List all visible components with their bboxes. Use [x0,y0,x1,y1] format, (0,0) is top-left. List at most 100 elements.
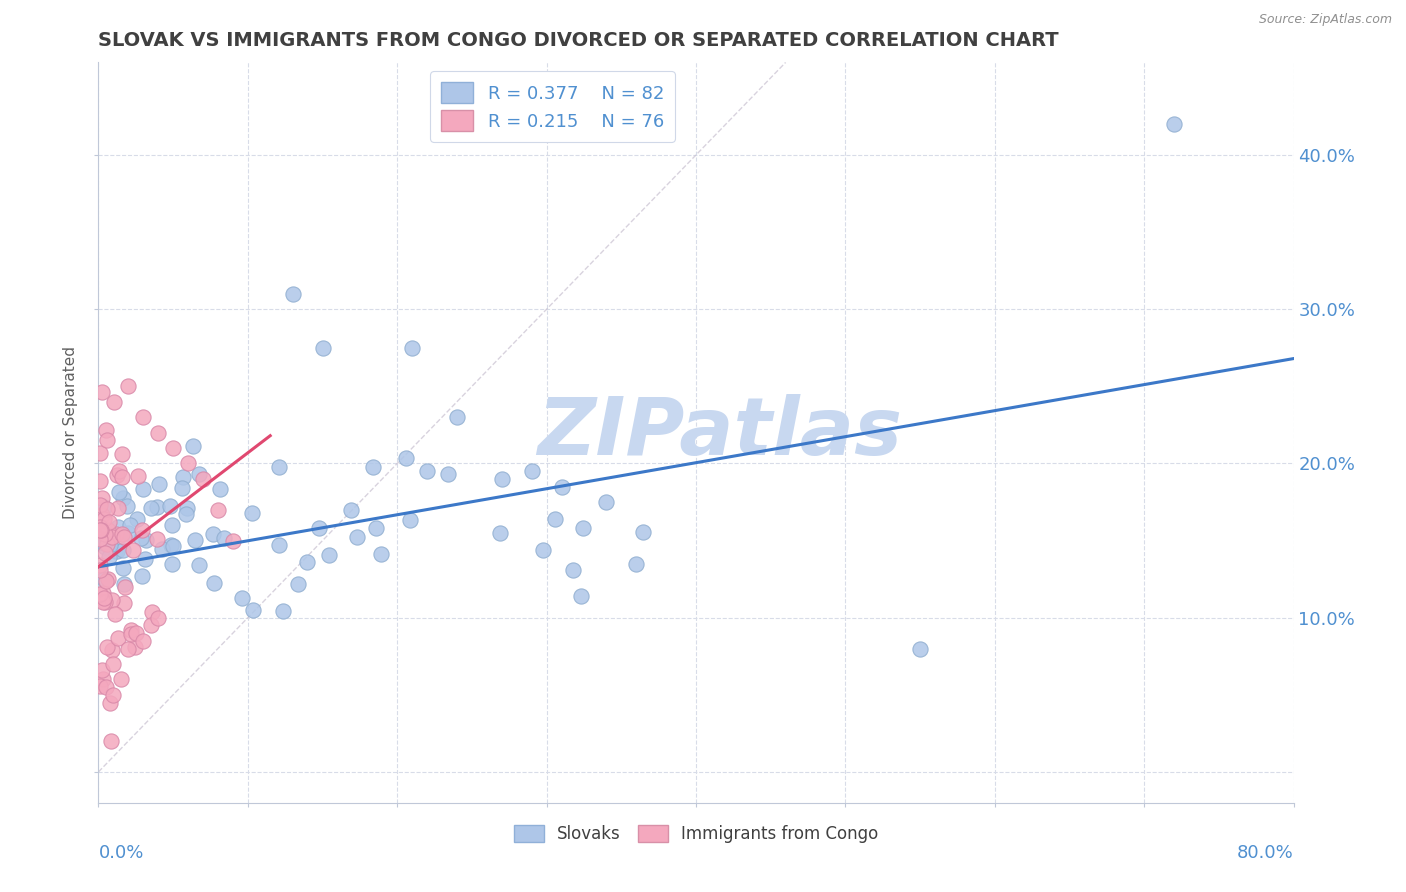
Point [159,499,181,513]
Point [90,385,112,400]
Point [1163,117,1185,131]
Point [550,480,572,494]
Point [112,491,135,506]
Point [96,434,118,448]
Point [176,500,198,515]
Point [416,464,439,478]
Point [101,643,124,657]
Point [222,533,245,548]
Point [111,543,134,558]
Point [162,539,184,553]
Point [127,512,149,526]
Point [91,508,114,522]
Point [340,503,363,517]
Point [90,491,112,505]
Point [100,530,122,544]
Point [177,457,200,471]
Point [118,518,141,533]
Point [162,441,184,455]
Point [209,482,232,496]
Point [103,395,125,409]
Point [117,526,139,541]
Point [626,558,648,572]
Point [93,500,115,515]
Point [214,531,236,545]
Point [93,594,115,608]
Point [207,502,229,516]
Point [105,467,128,482]
Point [104,526,127,541]
Point [89,498,111,512]
Point [145,500,167,515]
Point [89,523,111,537]
Point [89,679,111,693]
Text: 80.0%: 80.0% [1237,844,1294,862]
Point [146,532,169,546]
Point [132,633,155,648]
Point [111,447,134,461]
Text: ZIPatlas: ZIPatlas [537,393,903,472]
Point [531,543,554,558]
Point [160,539,183,553]
Point [139,500,162,515]
Text: Source: ZipAtlas.com: Source: ZipAtlas.com [1258,13,1392,27]
Point [89,532,111,546]
Point [202,575,225,590]
Point [544,512,567,526]
Point [110,527,132,541]
Point [129,531,152,545]
Point [271,604,294,618]
Point [93,512,115,526]
Point [202,526,225,541]
Point [94,526,117,541]
Point [97,572,120,586]
Point [134,552,156,566]
Point [94,680,117,694]
Point [139,618,162,632]
Point [150,542,173,557]
Point [135,533,157,548]
Point [111,470,134,484]
Point [105,543,128,558]
Point [908,641,931,656]
Point [437,467,460,482]
Point [107,631,129,645]
Point [89,446,111,460]
Point [520,464,543,478]
Point [162,557,184,571]
Point [572,521,595,535]
Point [148,425,170,440]
Point [318,548,340,562]
Point [93,572,115,586]
Point [141,606,163,620]
Point [104,607,127,622]
Point [491,472,513,486]
Point [401,341,423,355]
Point [595,495,617,509]
Point [131,523,153,537]
Point [399,512,422,526]
Point [308,520,330,534]
Point [107,464,129,478]
Point [96,537,118,551]
Point [98,696,122,710]
Point [131,569,153,583]
Point [112,530,135,544]
Point [361,460,384,475]
Point [132,482,155,496]
Point [110,673,132,687]
Point [93,535,115,549]
Point [346,530,368,544]
Point [311,341,333,355]
Point [89,475,111,489]
Point [191,472,214,486]
Point [295,555,318,569]
Text: 0.0%: 0.0% [98,844,143,862]
Point [148,477,170,491]
Point [93,591,115,606]
Point [107,501,129,516]
Point [242,603,264,617]
Point [231,591,253,605]
Point [89,523,111,537]
Point [148,611,170,625]
